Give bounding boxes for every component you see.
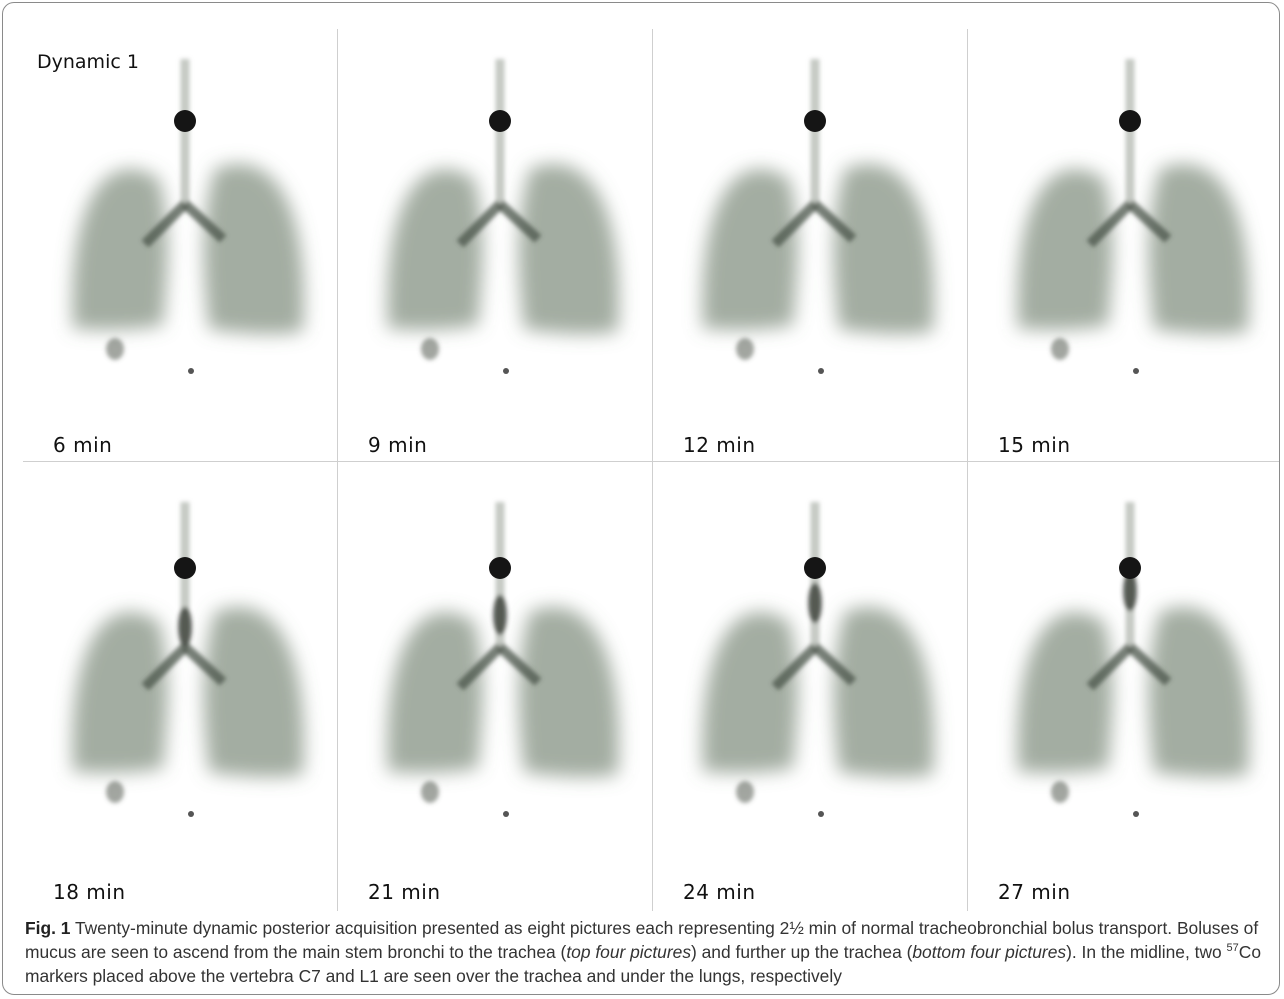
time-label: 6 min — [53, 433, 113, 457]
l1-marker — [188, 368, 194, 374]
c7-marker — [804, 110, 826, 132]
lungs — [1017, 607, 1249, 778]
scan-panel-5: 18 min — [23, 462, 337, 911]
lung-scan-image — [1017, 502, 1249, 817]
c7-marker — [174, 110, 196, 132]
scintigraphy-image-grid: Dynamic 1 6 min 9 min 12 min 15 min 18 m… — [23, 29, 1279, 911]
lung-scan-image — [387, 59, 619, 374]
c7-marker — [489, 557, 511, 579]
caption-emphasis: top four pictures — [566, 942, 692, 962]
time-label: 9 min — [368, 433, 428, 457]
panel-divider — [23, 461, 1279, 462]
lungs — [387, 164, 619, 335]
scan-panel-4: 15 min — [968, 29, 1278, 461]
l1-marker — [1133, 811, 1139, 817]
lung-scan-image — [72, 502, 304, 817]
l1-marker — [818, 368, 824, 374]
caption-text: Twenty-minute dynamic posterior acquisit… — [25, 918, 1259, 962]
series-label: Dynamic 1 — [37, 51, 139, 73]
lungs — [72, 607, 304, 778]
caption-text: ). In the midline, two — [1066, 942, 1227, 962]
scan-panel-1: Dynamic 1 6 min — [23, 29, 337, 461]
scan-panel-7: 24 min — [653, 462, 967, 911]
lung-scan-image — [702, 59, 934, 374]
time-label: 18 min — [53, 880, 126, 904]
time-label: 21 min — [368, 880, 441, 904]
lungs — [702, 607, 934, 778]
lung-scan-image — [702, 502, 934, 817]
caption-text: Co markers placed above the vertebra C7 … — [25, 942, 1262, 986]
caption-emphasis: bottom four pictures — [912, 942, 1067, 962]
panel-divider — [652, 29, 653, 911]
scan-panel-3: 12 min — [653, 29, 967, 461]
figure-caption: Fig. 1 Twenty-minute dynamic posterior a… — [25, 916, 1269, 988]
airways — [1051, 59, 1172, 360]
lung-scan-image — [1017, 59, 1249, 374]
isotope-mass-number: 57 — [1226, 942, 1239, 955]
airways — [736, 502, 857, 803]
time-label: 27 min — [998, 880, 1071, 904]
lungs — [1017, 164, 1249, 335]
l1-marker — [818, 811, 824, 817]
lungs — [72, 164, 304, 335]
scan-panel-2: 9 min — [338, 29, 652, 461]
c7-marker — [489, 110, 511, 132]
l1-marker — [1133, 368, 1139, 374]
panel-divider — [967, 29, 968, 911]
caption-text: ) and further up the trachea ( — [691, 942, 913, 962]
time-label: 24 min — [683, 880, 756, 904]
scan-panel-8: 27 min — [968, 462, 1278, 911]
lungs — [702, 164, 934, 335]
time-label: 12 min — [683, 433, 756, 457]
l1-marker — [503, 811, 509, 817]
airways — [106, 502, 227, 803]
time-label: 15 min — [998, 433, 1071, 457]
lungs — [387, 607, 619, 778]
caption-label: Fig. 1 — [25, 918, 71, 938]
c7-marker — [804, 557, 826, 579]
scan-panel-6: 21 min — [338, 462, 652, 911]
panel-divider — [337, 29, 338, 911]
lung-scan-image — [72, 59, 304, 374]
l1-marker — [188, 811, 194, 817]
c7-marker — [174, 557, 196, 579]
c7-marker — [1119, 110, 1141, 132]
l1-marker — [503, 368, 509, 374]
c7-marker — [1119, 557, 1141, 579]
lung-scan-image — [387, 502, 619, 817]
